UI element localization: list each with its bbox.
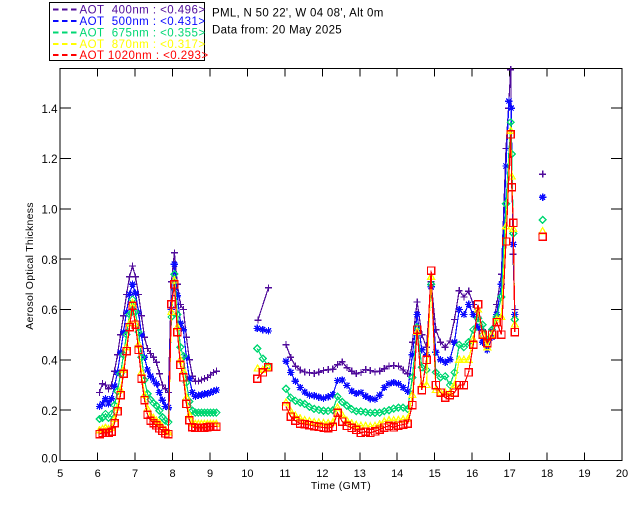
svg-text:Data from: 20 May 2025: Data from: 20 May 2025	[212, 25, 342, 37]
svg-text:10: 10	[241, 468, 253, 480]
svg-text:Time (GMT): Time (GMT)	[311, 480, 371, 492]
svg-text:20: 20	[616, 468, 628, 480]
svg-text:0.0: 0.0	[42, 453, 58, 465]
svg-text:5: 5	[57, 468, 63, 480]
svg-text:AOT 870nm : <0.317>: AOT 870nm : <0.317>	[80, 39, 206, 51]
svg-text:AOT 400nm : <0.496>: AOT 400nm : <0.496>	[80, 5, 206, 17]
svg-text:AOT 500nm : <0.431>: AOT 500nm : <0.431>	[80, 16, 206, 28]
svg-text:0.4: 0.4	[42, 356, 59, 368]
svg-text:17: 17	[503, 468, 515, 480]
svg-text:AOT 675nm : <0.355>: AOT 675nm : <0.355>	[80, 27, 206, 39]
svg-text:11: 11	[279, 468, 290, 480]
svg-text:PML, N 50 22', W 04 08', Alt 0: PML, N 50 22', W 04 08', Alt 0m	[212, 8, 384, 20]
svg-text:1.2: 1.2	[42, 154, 58, 166]
svg-text:1.0: 1.0	[42, 205, 58, 217]
svg-text:9: 9	[207, 468, 213, 480]
svg-text:6: 6	[95, 468, 101, 480]
svg-text:15: 15	[429, 468, 441, 480]
svg-text:8: 8	[170, 468, 176, 480]
svg-text:19: 19	[578, 468, 590, 480]
svg-text:16: 16	[466, 468, 478, 480]
svg-text:7: 7	[132, 468, 138, 480]
svg-text:0.6: 0.6	[42, 305, 58, 317]
svg-text:Aerosol Optical Thickness: Aerosol Optical Thickness	[24, 202, 36, 329]
svg-text:18: 18	[541, 468, 553, 480]
svg-text:13: 13	[354, 468, 366, 480]
svg-text:0.8: 0.8	[42, 255, 58, 267]
svg-text:14: 14	[391, 468, 403, 480]
svg-text:12: 12	[316, 468, 328, 480]
svg-text:1.4: 1.4	[42, 104, 59, 116]
svg-text:AOT 1020nm : <0.293>: AOT 1020nm : <0.293>	[80, 50, 209, 62]
svg-text:0.2: 0.2	[42, 406, 58, 418]
